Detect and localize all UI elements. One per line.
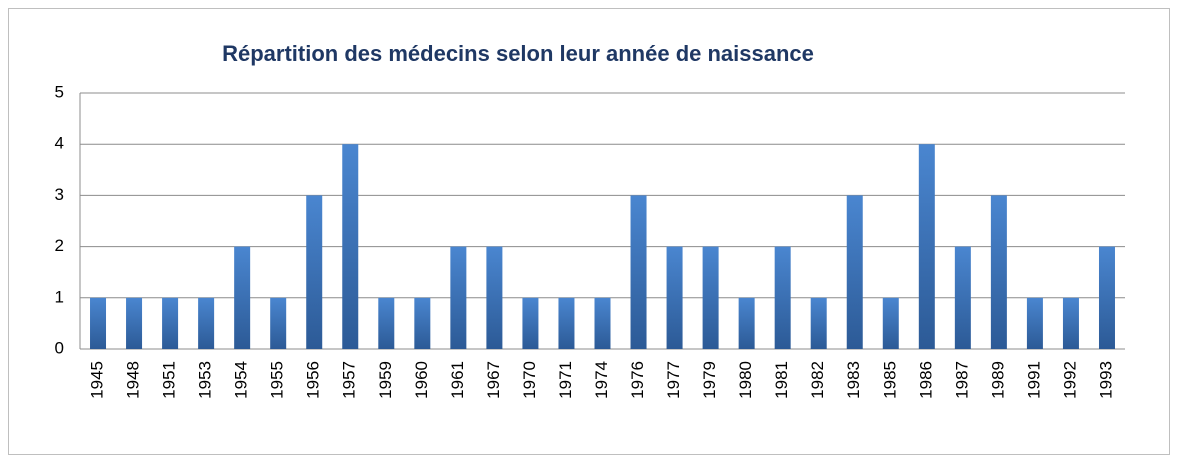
y-tick-label: 2 [55,236,64,255]
x-tick-label: 1953 [196,361,215,399]
y-tick-label: 4 [55,134,64,153]
bar [738,297,755,349]
y-tick-label: 5 [55,82,64,101]
x-tick-label: 1983 [844,361,863,399]
x-tick-label: 1948 [124,361,143,399]
bar [450,246,467,349]
x-tick-label: 1957 [340,361,359,399]
bar [990,195,1007,349]
bar [558,297,575,349]
bar [378,297,395,349]
bar [774,246,791,349]
x-tick-label: 1989 [988,361,1007,399]
y-tick-label: 1 [55,287,64,306]
bar [522,297,539,349]
x-tick-label: 1980 [736,361,755,399]
x-tick-label: 1959 [376,361,395,399]
bar [810,297,827,349]
x-tick-label: 1945 [88,361,107,399]
x-tick-label: 1993 [1096,361,1115,399]
bar [1026,297,1043,349]
bar [1098,246,1115,349]
x-tick-label: 1979 [700,361,719,399]
x-tick-label: 1970 [520,361,539,399]
bar [306,195,323,349]
bar [666,246,683,349]
bar [270,297,287,349]
bar [954,246,971,349]
bar [1062,297,1079,349]
x-tick-label: 1956 [304,361,323,399]
x-tick-label: 1992 [1060,361,1079,399]
bar [702,246,719,349]
bar [630,195,647,349]
x-tick-label: 1974 [592,361,611,399]
x-tick-label: 1986 [916,361,935,399]
bar [882,297,899,349]
bar [162,297,179,349]
x-tick-label: 1982 [808,361,827,399]
bar [486,246,503,349]
y-tick-label: 3 [55,185,64,204]
x-tick-label: 1955 [268,361,287,399]
bar [198,297,215,349]
x-tick-label: 1951 [160,361,179,399]
x-tick-label: 1981 [772,361,791,399]
bar [414,297,431,349]
x-tick-label: 1954 [232,361,251,399]
bar [918,144,935,349]
y-tick-label: 0 [55,338,64,357]
x-tick-label: 1977 [664,361,683,399]
x-tick-label: 1960 [412,361,431,399]
bar [846,195,863,349]
x-tick-label: 1985 [880,361,899,399]
chart-title: Répartition des médecins selon leur anné… [222,41,814,66]
x-tick-label: 1976 [628,361,647,399]
bar [126,297,143,349]
bar [90,297,107,349]
x-tick-label: 1961 [448,361,467,399]
bar [342,144,359,349]
x-tick-label: 1987 [952,361,971,399]
x-tick-label: 1971 [556,361,575,399]
x-tick-label: 1967 [484,361,503,399]
bar [594,297,611,349]
chart-frame [8,8,1170,455]
bar [234,246,251,349]
x-tick-label: 1991 [1024,361,1043,399]
